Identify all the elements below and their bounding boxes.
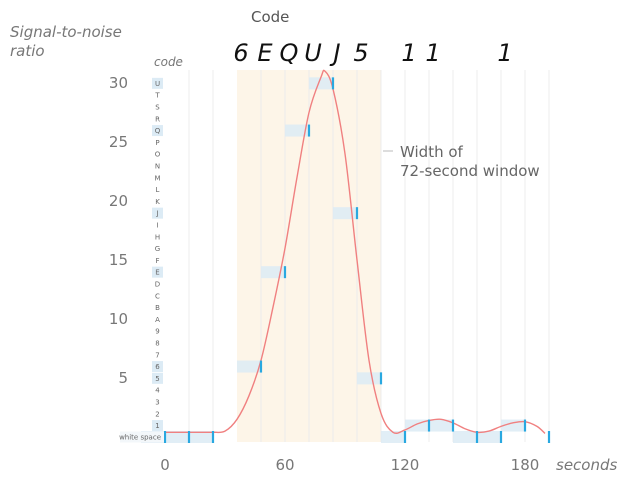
code-level-label: L	[156, 186, 160, 194]
code-level-label: R	[155, 115, 160, 123]
code-level-label: 3	[155, 398, 159, 406]
sample-box	[165, 431, 189, 443]
decoded-char: E	[257, 39, 273, 67]
code-level-label: B	[155, 304, 160, 312]
y-tick-label: 15	[109, 251, 128, 269]
code-level-box	[152, 125, 163, 137]
code-level-label: K	[155, 198, 160, 206]
y-tick-label: 20	[109, 192, 128, 210]
code-level-label: T	[154, 92, 160, 100]
y-tick-label: 25	[109, 133, 128, 151]
code-level-label: U	[155, 80, 160, 88]
sample-box	[429, 419, 453, 432]
decoded-char: 5	[353, 39, 368, 67]
sample-box	[333, 207, 357, 220]
annotation-line-2: 72-second window	[400, 162, 540, 180]
decoded-char: Q	[280, 39, 299, 67]
code-level-label: 7	[155, 351, 159, 359]
code-level-label: O	[155, 151, 161, 159]
code-level-box	[152, 266, 163, 278]
x-ticks: 0 60 120 180	[160, 456, 539, 474]
decoded-char: 1	[401, 39, 416, 67]
y-tick-label: 30	[109, 74, 128, 92]
code-level-label: 5	[155, 375, 159, 383]
code-level-label: M	[154, 174, 160, 182]
sample-box	[285, 124, 309, 137]
y-tick-label: 10	[109, 310, 128, 328]
sample-box	[501, 419, 525, 432]
code-level-box	[152, 207, 163, 219]
y-ticks: 5 10 15 20 25 30	[109, 74, 128, 387]
y-tick-label: 5	[118, 369, 128, 387]
window-annotation: Width of 72-second window	[400, 143, 540, 180]
sample-box	[189, 431, 213, 443]
decoded-char: 6	[233, 39, 248, 67]
decoded-char: U	[304, 39, 322, 67]
code-level-label: H	[155, 233, 160, 241]
x-tick-label: 180	[511, 456, 540, 474]
sample-box	[237, 360, 261, 373]
code-level-label: G	[155, 245, 160, 253]
code-level-label: J	[155, 210, 158, 218]
y-axis-label: Signal-to-noise ratio	[10, 23, 127, 60]
decoded-char: J	[329, 39, 340, 67]
sample-box	[381, 431, 405, 443]
code-level-label: 2	[155, 410, 159, 418]
code-level-label: A	[155, 316, 160, 324]
code-level-box	[152, 420, 163, 432]
code-level-label: 1	[155, 422, 159, 430]
code-level-label: E	[155, 269, 159, 277]
chart-title: Code	[251, 8, 289, 26]
sample-box	[309, 77, 333, 90]
code-level-box	[152, 372, 163, 384]
decoded-char: 1	[425, 39, 440, 67]
code-level-label: 6	[155, 363, 160, 371]
code-level-box	[120, 431, 164, 443]
sample-box	[261, 266, 285, 279]
sample-box	[477, 431, 501, 443]
code-axis-label: code	[154, 55, 183, 69]
snr-curve	[164, 69, 546, 434]
code-level-label: F	[155, 257, 159, 265]
code-level-label: white space	[119, 434, 161, 442]
code-level-label: S	[155, 103, 160, 111]
code-level-label: D	[155, 280, 160, 288]
code-level-box	[152, 77, 163, 89]
x-tick-label: 0	[160, 456, 170, 474]
code-level-label: C	[155, 292, 160, 300]
grid	[188, 70, 550, 442]
code-level-label: N	[155, 162, 160, 170]
code-level-label: P	[155, 139, 159, 147]
x-tick-label: 120	[391, 456, 420, 474]
decoded-char: 1	[497, 39, 512, 67]
code-axis: white space 1 2 3 4 5 6 7 8 9 ABCDEFGHIJKLMNOPQRST…	[119, 77, 164, 443]
sample-box	[453, 431, 477, 443]
code-level-label: 9	[155, 328, 159, 336]
code-level-label: Q	[155, 127, 161, 135]
code-level-label: I	[156, 221, 158, 229]
x-axis-label: seconds	[556, 456, 617, 474]
code-level-box	[152, 361, 163, 373]
sample-marks	[163, 77, 551, 443]
annotation-line-1: Width of	[400, 143, 464, 161]
x-tick-label: 60	[275, 456, 294, 474]
code-level-label: 8	[155, 339, 159, 347]
sample-box	[357, 372, 381, 385]
code-level-label: 4	[155, 387, 160, 395]
